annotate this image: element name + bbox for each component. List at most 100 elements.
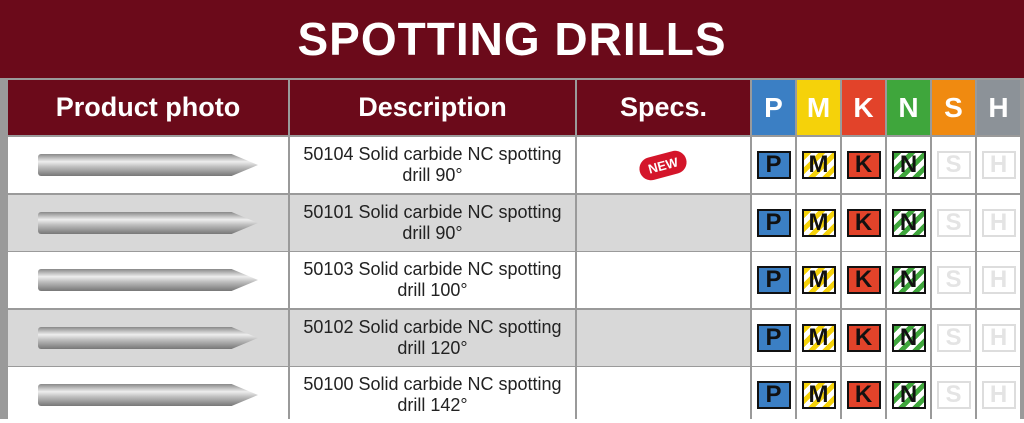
material-n-icon: N <box>891 209 926 237</box>
description-line: 50100 Solid carbide NC spotting <box>303 374 562 394</box>
header-product-photo: Product photo <box>8 80 288 135</box>
material-cell-m: M <box>797 310 840 366</box>
material-header-n: N <box>887 80 930 135</box>
specs-cell <box>577 367 750 423</box>
material-header-h: H <box>977 80 1020 135</box>
material-cell-h: H <box>977 137 1020 193</box>
material-cell-k: K <box>842 367 885 423</box>
material-header-k: K <box>842 80 885 135</box>
material-cell-h: H <box>977 310 1020 366</box>
page-title: SPOTTING DRILLS <box>0 0 1024 78</box>
header-description: Description <box>290 80 575 135</box>
drill-image <box>38 212 258 234</box>
material-header-p: P <box>752 80 795 135</box>
material-k-icon: K <box>846 151 881 179</box>
material-cell-s: S <box>932 137 975 193</box>
drill-image <box>38 327 258 349</box>
description-cell: 50104 Solid carbide NC spotting drill 90° <box>290 137 575 193</box>
description-line: drill 120° <box>397 338 468 358</box>
material-cell-n: N <box>887 252 930 308</box>
description-line: drill 90° <box>402 223 463 243</box>
specs-cell: NEW <box>577 137 750 193</box>
material-cell-k: K <box>842 195 885 251</box>
material-cell-n: N <box>887 137 930 193</box>
material-cell-s: S <box>932 195 975 251</box>
description-line: 50101 Solid carbide NC spotting <box>303 202 562 222</box>
description-line: drill 100° <box>397 280 468 300</box>
material-cell-h: H <box>977 252 1020 308</box>
material-p-icon: P <box>756 324 791 352</box>
material-m-icon: M <box>801 324 836 352</box>
description-cell: 50101 Solid carbide NC spotting drill 90° <box>290 195 575 251</box>
material-cell-h: H <box>977 195 1020 251</box>
material-cell-p: P <box>752 367 795 423</box>
description-line: 50104 Solid carbide NC spotting <box>303 144 562 164</box>
material-n-icon: N <box>891 324 926 352</box>
material-k-icon: K <box>846 381 881 409</box>
specs-cell <box>577 195 750 251</box>
drill-image <box>38 154 258 176</box>
product-photo <box>8 252 288 308</box>
specs-cell <box>577 252 750 308</box>
material-cell-s: S <box>932 252 975 308</box>
description-cell: 50103 Solid carbide NC spotting drill 100… <box>290 252 575 308</box>
material-m-icon: M <box>801 209 836 237</box>
description-cell: 50100 Solid carbide NC spotting drill 142… <box>290 367 575 423</box>
material-m-icon: M <box>801 151 836 179</box>
product-photo <box>8 195 288 251</box>
material-m-icon: M <box>801 266 836 294</box>
material-n-icon: N <box>891 151 926 179</box>
material-cell-m: M <box>797 195 840 251</box>
material-s-icon: S <box>936 209 971 237</box>
material-cell-k: K <box>842 137 885 193</box>
material-cell-n: N <box>887 367 930 423</box>
description-line: drill 142° <box>397 395 468 415</box>
material-cell-s: S <box>932 310 975 366</box>
drill-image <box>38 384 258 406</box>
material-k-icon: K <box>846 266 881 294</box>
material-m-icon: M <box>801 381 836 409</box>
material-s-icon: S <box>936 324 971 352</box>
material-cell-k: K <box>842 310 885 366</box>
material-n-icon: N <box>891 381 926 409</box>
material-cell-s: S <box>932 367 975 423</box>
header-specs: Specs. <box>577 80 750 135</box>
material-p-icon: P <box>756 381 791 409</box>
material-s-icon: S <box>936 381 971 409</box>
material-n-icon: N <box>891 266 926 294</box>
description-cell: 50102 Solid carbide NC spotting drill 120… <box>290 310 575 366</box>
material-cell-n: N <box>887 195 930 251</box>
material-cell-k: K <box>842 252 885 308</box>
material-p-icon: P <box>756 266 791 294</box>
material-cell-p: P <box>752 195 795 251</box>
product-photo <box>8 367 288 423</box>
material-k-icon: K <box>846 209 881 237</box>
material-k-icon: K <box>846 324 881 352</box>
material-header-s: S <box>932 80 975 135</box>
material-h-icon: H <box>981 151 1016 179</box>
specs-cell <box>577 310 750 366</box>
material-p-icon: P <box>756 209 791 237</box>
description-line: drill 90° <box>402 165 463 185</box>
material-cell-p: P <box>752 137 795 193</box>
material-h-icon: H <box>981 381 1016 409</box>
material-h-icon: H <box>981 324 1016 352</box>
material-header-m: M <box>797 80 840 135</box>
material-cell-h: H <box>977 367 1020 423</box>
description-line: 50102 Solid carbide NC spotting <box>303 317 562 337</box>
description-line: 50103 Solid carbide NC spotting <box>303 259 562 279</box>
material-p-icon: P <box>756 151 791 179</box>
material-s-icon: S <box>936 266 971 294</box>
material-h-icon: H <box>981 209 1016 237</box>
material-cell-m: M <box>797 367 840 423</box>
material-cell-m: M <box>797 137 840 193</box>
material-cell-p: P <box>752 252 795 308</box>
drill-image <box>38 269 258 291</box>
product-photo <box>8 137 288 193</box>
material-s-icon: S <box>936 151 971 179</box>
material-cell-n: N <box>887 310 930 366</box>
new-badge: NEW <box>637 147 690 183</box>
material-cell-m: M <box>797 252 840 308</box>
product-photo <box>8 310 288 366</box>
